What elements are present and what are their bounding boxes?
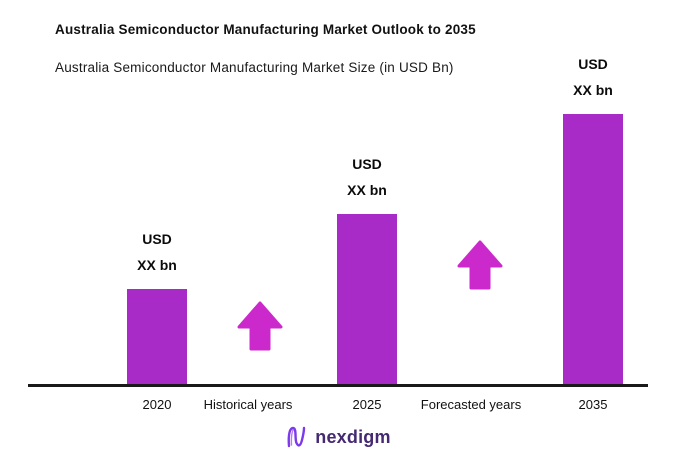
up-arrow-icon (237, 301, 283, 351)
bar-2020 (127, 289, 187, 384)
x-axis-label-forecasted-years: Forecasted years (420, 397, 522, 412)
chart-subtitle: Australia Semiconductor Manufacturing Ma… (55, 60, 454, 75)
bar-value-line1: USD (142, 231, 172, 247)
bar-value-line2: XX bn (573, 82, 613, 98)
bar-value-label: USD XX bn (137, 226, 177, 278)
bar-group-2025: USD XX bn (337, 151, 397, 384)
up-arrow-icon (457, 240, 503, 290)
bar-2025 (337, 214, 397, 384)
x-axis-label-2035: 2035 (578, 397, 608, 412)
bar-value-line2: XX bn (137, 257, 177, 273)
x-axis-label-2020: 2020 (142, 397, 172, 412)
bar-value-line1: USD (578, 56, 608, 72)
brand-logo: nexdigm (0, 424, 675, 450)
bar-value-label: USD XX bn (573, 51, 613, 103)
bar-value-line1: USD (352, 156, 382, 172)
bar-group-2035: USD XX bn (563, 51, 623, 384)
x-axis-label-historical-years: Historical years (203, 397, 293, 412)
bar-value-line2: XX bn (347, 182, 387, 198)
chart-title: Australia Semiconductor Manufacturing Ma… (55, 22, 476, 37)
x-axis-line (28, 384, 648, 387)
bar-value-label: USD XX bn (347, 151, 387, 203)
nexdigm-logo-icon (284, 424, 308, 450)
bar-2035 (563, 114, 623, 384)
bar-group-2020: USD XX bn (127, 226, 187, 384)
x-axis-label-2025: 2025 (352, 397, 382, 412)
brand-name: nexdigm (315, 426, 391, 447)
